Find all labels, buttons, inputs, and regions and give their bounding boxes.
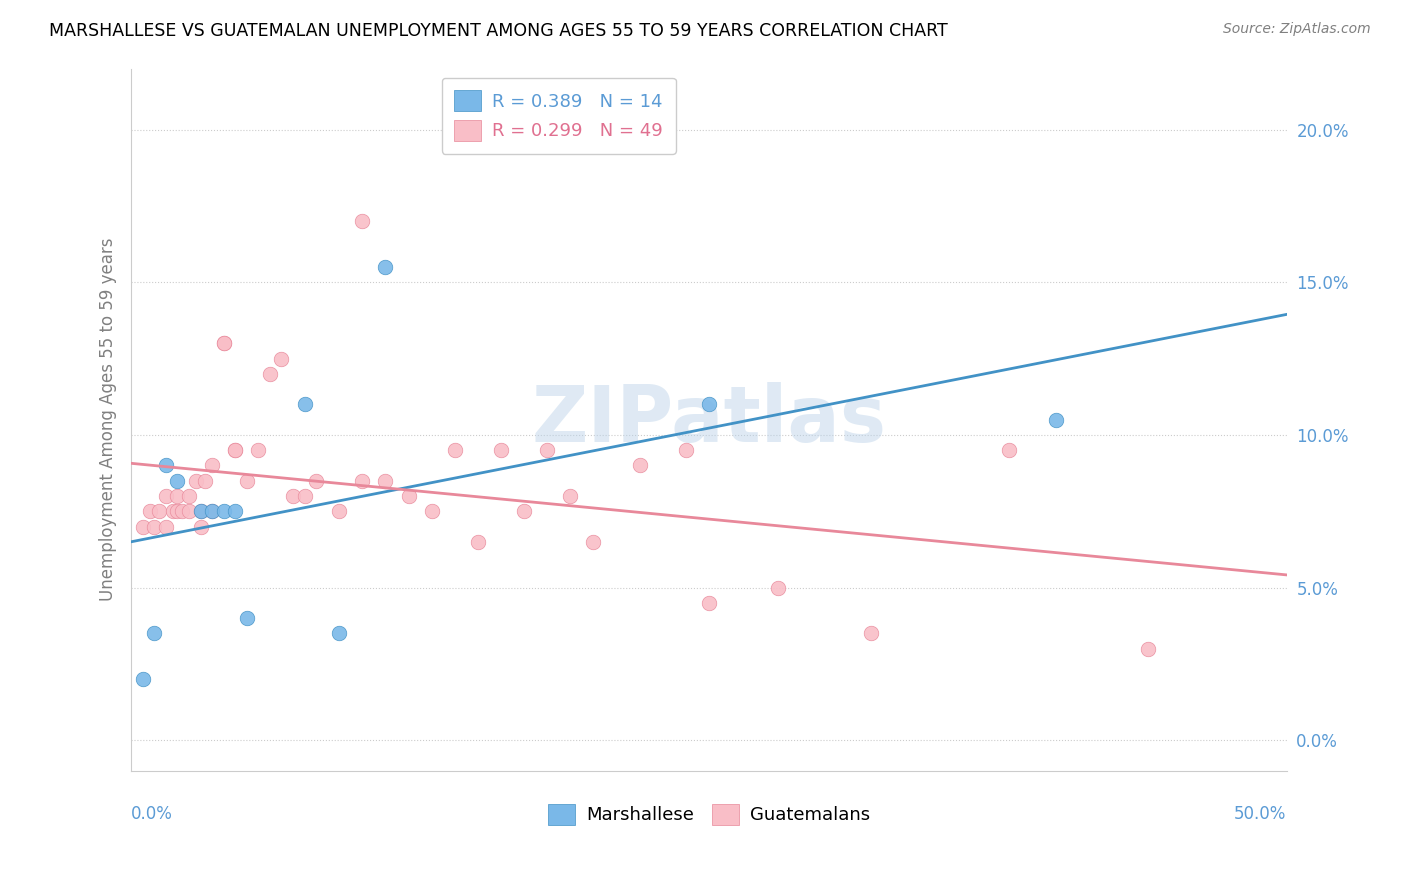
Legend: R = 0.389   N = 14, R = 0.299   N = 49: R = 0.389 N = 14, R = 0.299 N = 49 [441, 78, 676, 153]
Point [177, 489, 200, 503]
Point [489, 443, 512, 458]
Point [467, 534, 489, 549]
Point [582, 534, 605, 549]
Point [190, 504, 212, 518]
Point [270, 351, 292, 366]
Point [328, 504, 350, 518]
Point [155, 458, 177, 473]
Point [236, 474, 259, 488]
Point [628, 458, 651, 473]
Point [212, 336, 235, 351]
Point [166, 474, 188, 488]
Point [224, 443, 246, 458]
Point [132, 672, 155, 686]
Point [236, 611, 259, 625]
Point [162, 504, 184, 518]
Point [328, 626, 350, 640]
Point [374, 474, 396, 488]
Point [1136, 641, 1159, 656]
Point [212, 336, 235, 351]
Point [155, 519, 177, 533]
Point [281, 489, 304, 503]
Point [177, 504, 200, 518]
Point [166, 504, 188, 518]
Point [420, 504, 443, 518]
Point [190, 504, 212, 518]
Point [247, 443, 270, 458]
Text: Source: ZipAtlas.com: Source: ZipAtlas.com [1223, 22, 1371, 37]
Point [166, 489, 188, 503]
Point [305, 474, 328, 488]
Point [675, 443, 697, 458]
Point [513, 504, 536, 518]
Point [374, 260, 396, 274]
Point [560, 489, 582, 503]
Point [294, 397, 316, 411]
Point [194, 474, 217, 488]
Point [294, 489, 316, 503]
Point [859, 626, 882, 640]
Point [184, 474, 207, 488]
Point [143, 519, 166, 533]
Point [172, 504, 194, 518]
Point [201, 504, 224, 518]
Point [352, 214, 374, 228]
Point [697, 397, 720, 411]
Point [224, 504, 246, 518]
Point [352, 474, 374, 488]
Point [536, 443, 558, 458]
Point [143, 626, 166, 640]
Point [201, 458, 224, 473]
Point [1045, 412, 1067, 426]
Point [212, 504, 235, 518]
Point [148, 504, 170, 518]
Point [190, 519, 212, 533]
Point [768, 581, 790, 595]
Y-axis label: Unemployment Among Ages 55 to 59 years: Unemployment Among Ages 55 to 59 years [100, 238, 117, 601]
Text: ZIPatlas: ZIPatlas [531, 382, 886, 458]
Point [443, 443, 465, 458]
Point [398, 489, 420, 503]
Text: MARSHALLESE VS GUATEMALAN UNEMPLOYMENT AMONG AGES 55 TO 59 YEARS CORRELATION CHA: MARSHALLESE VS GUATEMALAN UNEMPLOYMENT A… [49, 22, 948, 40]
Point [132, 519, 155, 533]
Text: 0.0%: 0.0% [131, 805, 173, 823]
Point [224, 443, 246, 458]
Point [259, 367, 281, 381]
Point [138, 504, 160, 518]
Point [697, 596, 720, 610]
Point [155, 489, 177, 503]
Text: 50.0%: 50.0% [1234, 805, 1286, 823]
Point [998, 443, 1021, 458]
Point [201, 504, 224, 518]
